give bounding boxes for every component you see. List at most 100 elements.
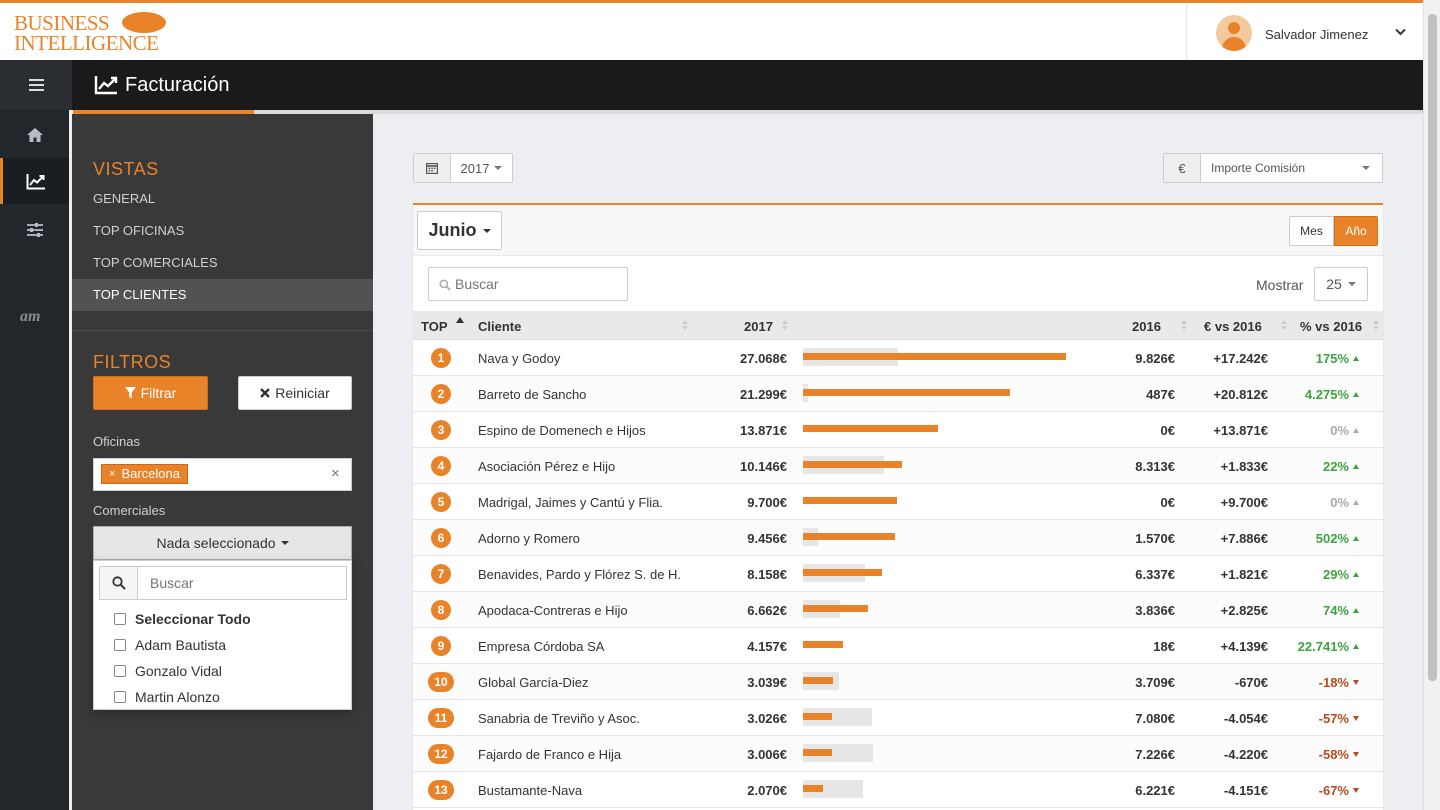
col-pct-header[interactable]: % vs 2016 xyxy=(1300,319,1363,334)
vista-item-top-oficinas[interactable]: TOP OFICINAS xyxy=(93,223,185,238)
trend-down-icon xyxy=(1353,788,1359,793)
card-header: Junio Mes Año xyxy=(413,205,1383,256)
cliente-cell: Adorno y Romero xyxy=(478,531,580,546)
rank-badge: 3 xyxy=(431,420,451,440)
home-icon[interactable] xyxy=(0,112,69,158)
brand-logo[interactable]: BUSINESS INTELLIGENCE xyxy=(14,10,166,56)
diff-cell: +7.886€ xyxy=(1220,531,1268,546)
remove-tag-icon[interactable]: × xyxy=(109,468,116,480)
value-2016-cell: 1.570€ xyxy=(1135,531,1175,546)
hamburger-menu-icon[interactable] xyxy=(0,60,72,110)
sort-icon[interactable] xyxy=(682,320,689,332)
month-dropdown-button[interactable]: Junio xyxy=(417,211,502,250)
comercial-option[interactable]: Adam Bautista xyxy=(114,635,226,655)
cliente-cell: Sanabria de Treviño y Asoc. xyxy=(478,711,640,726)
chart-nav-icon[interactable] xyxy=(0,158,69,204)
value-2017-cell: 27.068€ xyxy=(740,351,787,366)
bar-2017 xyxy=(803,677,833,684)
trend-up-icon xyxy=(1353,464,1359,469)
sort-icon[interactable] xyxy=(782,320,789,332)
calendar-icon xyxy=(414,154,451,182)
table-row[interactable]: 12 Fajardo de Franco e Hija 3.006€ 7.226€ -4… xyxy=(413,736,1383,772)
table-row[interactable]: 6 Adorno y Romero 9.456€ 1.570€ +7.886€ 502% xyxy=(413,520,1383,556)
bar-2017 xyxy=(803,389,1010,396)
top-clientes-card: Junio Mes Año Mostrar 25 TOP Cliente 201… xyxy=(413,203,1383,810)
toggle-ano-button[interactable]: Año xyxy=(1334,216,1378,246)
caret-down-icon xyxy=(494,166,503,170)
clear-icon[interactable]: × xyxy=(331,465,340,482)
comercial-option[interactable]: Gonzalo Vidal xyxy=(114,661,222,681)
vistas-heading: VISTAS xyxy=(93,159,159,179)
sort-icon[interactable] xyxy=(1373,320,1380,332)
table-row[interactable]: 3 Espino de Domenech e Hijos 13.871€ 0€ +13.… xyxy=(413,412,1383,448)
user-menu[interactable]: Salvador Jimenez xyxy=(1186,3,1423,60)
table-row[interactable]: 7 Benavides, Pardo y Flórez S. de H. 8.158… xyxy=(413,556,1383,592)
bar-2016 xyxy=(803,744,873,762)
icon-rail: am xyxy=(0,110,69,810)
col-cliente-header[interactable]: Cliente xyxy=(478,319,522,334)
checkbox[interactable] xyxy=(114,639,126,651)
chevron-down-icon[interactable] xyxy=(1395,25,1406,39)
rank-badge: 4 xyxy=(431,456,451,476)
col-top-header[interactable]: TOP xyxy=(421,319,448,334)
page-scrollbar[interactable] xyxy=(1423,0,1440,810)
table-row[interactable]: 5 Madrigal, Jaimes y Cantú y Flia. 9.700€ 0… xyxy=(413,484,1383,520)
bar-2017 xyxy=(803,785,823,792)
table-search-input[interactable] xyxy=(455,268,625,300)
oficina-tag[interactable]: × Barcelona xyxy=(101,464,188,484)
value-2017-cell: 6.662€ xyxy=(747,603,787,618)
year-value: 2017 xyxy=(460,160,490,176)
pct-value: 0% xyxy=(1330,423,1349,438)
sort-asc-icon[interactable] xyxy=(456,317,464,323)
value-2016-cell: 3.709€ xyxy=(1135,675,1175,690)
scrollbar-thumb[interactable] xyxy=(1428,14,1437,681)
sort-icon[interactable] xyxy=(1181,320,1188,332)
vista-item-general[interactable]: GENERAL xyxy=(93,191,156,206)
filtrar-button[interactable]: Filtrar xyxy=(93,376,208,410)
vista-item-top-comerciales[interactable]: TOP COMERCIALES xyxy=(93,255,218,270)
metric-picker[interactable]: € Importe Comisión xyxy=(1163,153,1383,183)
table-row[interactable]: 8 Apodaca-Contreras e Hijo 6.662€ 3.836€ +2.… xyxy=(413,592,1383,628)
select-all-option[interactable]: Seleccionar Todo xyxy=(114,609,251,629)
logo-line2: INTELLIGENCE xyxy=(14,31,159,55)
pct-cell: 502% xyxy=(1316,531,1359,546)
rank-badge: 8 xyxy=(431,600,451,620)
trend-down-icon xyxy=(1353,716,1359,721)
comercial-option[interactable]: Martin Alonzo xyxy=(114,687,220,707)
trend-down-icon xyxy=(1353,680,1359,685)
table-row[interactable]: 2 Barreto de Sancho 21.299€ 487€ +20.812€ 4.2… xyxy=(413,376,1383,412)
pct-value: 175% xyxy=(1315,351,1349,366)
page-size-value: 25 xyxy=(1326,276,1342,292)
value-2017-cell: 13.871€ xyxy=(740,423,787,438)
page-size-select[interactable]: 25 xyxy=(1314,267,1368,301)
toggle-mes-button[interactable]: Mes xyxy=(1289,216,1334,246)
year-select[interactable]: 2017 xyxy=(451,154,512,182)
filter-panel: VISTAS GENERAL TOP OFICINAS TOP COMERCIA… xyxy=(72,114,373,810)
year-picker[interactable]: 2017 xyxy=(413,153,513,183)
checkbox[interactable] xyxy=(114,665,126,677)
table-row[interactable]: 11 Sanabria de Treviño y Asoc. 3.026€ 7.080… xyxy=(413,700,1383,736)
cliente-cell: Asociación Pérez e Hijo xyxy=(478,459,616,474)
sliders-icon[interactable] xyxy=(0,207,69,253)
col-diff-header[interactable]: € vs 2016 xyxy=(1204,319,1262,334)
table-row[interactable]: 10 Global García-Diez 3.039€ 3.709€ -670€ -18… xyxy=(413,664,1383,700)
table-row[interactable]: 1 Nava y Godoy 27.068€ 9.826€ +17.242€ 175% xyxy=(413,340,1383,376)
value-2017-cell: 3.026€ xyxy=(747,711,787,726)
checkbox[interactable] xyxy=(114,613,126,625)
oficinas-multiselect[interactable]: × Barcelona × xyxy=(93,458,352,491)
col-2016-header[interactable]: 2016 xyxy=(1132,319,1161,334)
table-row[interactable]: 4 Asociación Pérez e Hijo 10.146€ 8.313€ +1.… xyxy=(413,448,1383,484)
metric-select[interactable]: Importe Comisión xyxy=(1201,154,1382,182)
sort-icon[interactable] xyxy=(1281,320,1288,332)
col-2017-header[interactable]: 2017 xyxy=(744,319,773,334)
comerciales-search-input[interactable] xyxy=(139,567,346,599)
table-row[interactable]: 9 Empresa Córdoba SA 4.157€ 18€ +4.139€ 22.74… xyxy=(413,628,1383,664)
diff-cell: +4.139€ xyxy=(1220,639,1268,654)
checkbox[interactable] xyxy=(114,691,126,703)
vista-item-top-clientes[interactable]: TOP CLIENTES xyxy=(72,279,373,311)
diff-cell: -670€ xyxy=(1234,675,1268,690)
table-row[interactable]: 13 Bustamante-Nava 2.070€ 6.221€ -4.151€ -67% xyxy=(413,772,1383,808)
comerciales-dropdown-button[interactable]: Nada seleccionado xyxy=(93,526,352,560)
reiniciar-button[interactable]: Reiniciar xyxy=(238,376,352,410)
trend-up-icon xyxy=(1353,644,1359,649)
